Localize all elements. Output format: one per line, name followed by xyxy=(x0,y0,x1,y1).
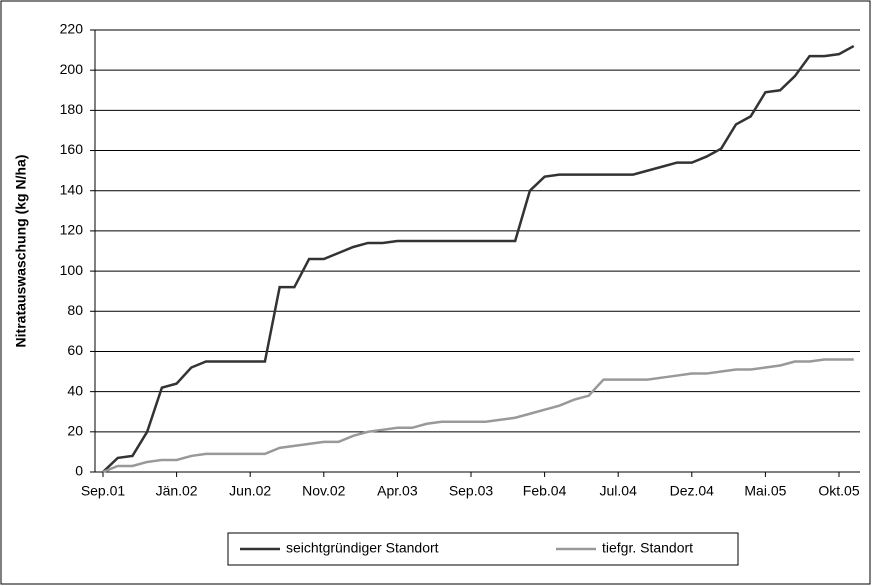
legend-label: tiefgr. Standort xyxy=(602,540,693,556)
series-line xyxy=(102,358,854,474)
series-line xyxy=(102,44,855,473)
legend-box xyxy=(227,532,739,566)
x-tick-label: Sep.01 xyxy=(81,483,126,499)
x-tick-label: Mai.05 xyxy=(744,483,786,499)
y-tick-label: 40 xyxy=(67,382,83,398)
x-tick-label: Dez.04 xyxy=(670,483,715,499)
y-tick-label: 200 xyxy=(60,61,84,77)
x-tick-label: Feb.04 xyxy=(523,483,567,499)
y-axis-title: Nitratauswaschung (kg N/ha) xyxy=(13,155,29,348)
y-tick-label: 100 xyxy=(60,262,84,278)
x-tick-label: Jul.04 xyxy=(600,483,638,499)
y-tick-label: 80 xyxy=(67,302,83,318)
x-tick-label: Jän.02 xyxy=(156,483,198,499)
y-tick-label: 20 xyxy=(67,423,83,439)
y-tick-label: 160 xyxy=(60,141,84,157)
x-tick-label: Nov.02 xyxy=(302,483,346,499)
legend-label: seichtgründiger Standort xyxy=(286,540,439,556)
y-tick-label: 220 xyxy=(60,21,84,37)
x-tick-label: Okt.05 xyxy=(818,483,859,499)
x-tick-label: Apr.03 xyxy=(377,483,418,499)
y-tick-label: 120 xyxy=(60,222,84,238)
x-tick-label: Sep.03 xyxy=(449,483,494,499)
y-tick-label: 60 xyxy=(67,342,83,358)
x-tick-label: Jun.02 xyxy=(229,483,271,499)
y-tick-label: 0 xyxy=(75,463,83,479)
y-tick-label: 140 xyxy=(60,181,84,197)
y-tick-label: 180 xyxy=(60,101,84,117)
